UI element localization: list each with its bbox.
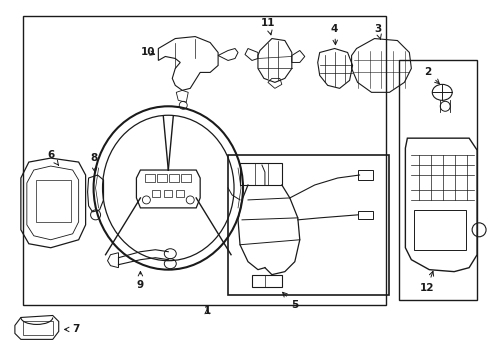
Bar — [36, 180, 71, 222]
Text: 2: 2 — [424, 67, 440, 84]
Bar — [23, 321, 53, 336]
Text: 10: 10 — [141, 48, 156, 58]
Text: 1: 1 — [203, 306, 211, 316]
Bar — [399, 60, 477, 300]
Text: 3: 3 — [374, 24, 381, 39]
Bar — [164, 190, 172, 197]
Bar — [252, 275, 282, 287]
Bar — [176, 190, 184, 197]
Bar — [358, 170, 372, 180]
Bar — [228, 155, 390, 294]
Text: 8: 8 — [90, 153, 97, 172]
Text: 9: 9 — [137, 271, 144, 289]
Bar — [146, 174, 155, 182]
Bar — [415, 210, 466, 250]
Bar — [169, 174, 179, 182]
Text: 7: 7 — [65, 324, 79, 334]
Bar — [240, 163, 282, 185]
Bar — [23, 15, 387, 305]
Bar — [157, 174, 167, 182]
Bar — [181, 174, 191, 182]
Bar — [152, 190, 160, 197]
Text: 12: 12 — [420, 271, 435, 293]
Bar — [358, 211, 372, 219]
Text: 5: 5 — [283, 292, 298, 310]
Text: 4: 4 — [331, 24, 338, 45]
Text: 6: 6 — [47, 150, 59, 165]
Text: 11: 11 — [261, 18, 275, 35]
